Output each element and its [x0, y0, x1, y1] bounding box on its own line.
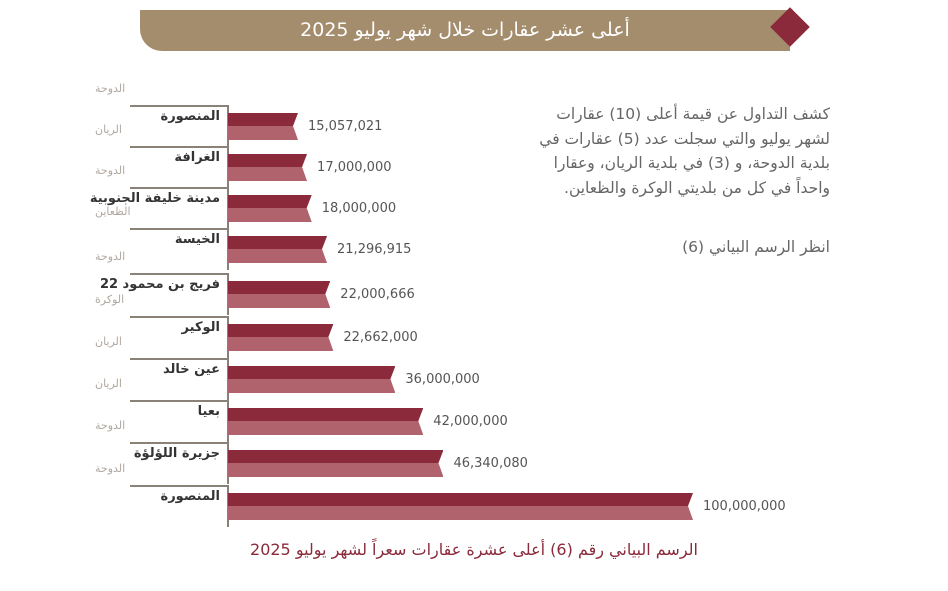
axis-line — [227, 228, 229, 270]
row-divider — [130, 316, 228, 318]
row-divider — [130, 273, 228, 275]
axis-line — [227, 485, 229, 527]
category-label: عين خالد — [162, 362, 220, 377]
category-label: المنصورة — [160, 489, 220, 504]
municipality-label: الريان — [95, 377, 122, 390]
municipality-label: الريان — [95, 335, 122, 348]
municipality-label: الريان — [95, 123, 122, 136]
category-label: الغرافة — [174, 150, 220, 165]
bar-top — [228, 324, 334, 337]
chart-caption: الرسم البياني رقم (6) أعلى عشرة عقارات س… — [250, 540, 698, 559]
description-text: كشف التداول عن قيمة أعلى (10) عقارات لشه… — [539, 105, 830, 197]
bar — [228, 366, 396, 393]
chart-reference: انظر الرسم البياني (6) — [682, 238, 830, 256]
bar — [228, 236, 328, 263]
bar-top — [228, 195, 312, 208]
value-label: 42,000,000 — [433, 414, 508, 429]
value-label: 21,296,915 — [337, 242, 412, 257]
bar-bottom — [228, 463, 444, 477]
category-label: فريج بن محمود 22 — [99, 277, 220, 292]
axis-line — [227, 358, 229, 400]
bar-bottom — [228, 421, 424, 435]
row-divider — [130, 442, 228, 444]
bar — [228, 113, 298, 140]
bar-bottom — [228, 337, 334, 351]
value-label: 18,000,000 — [321, 201, 397, 216]
bar-bottom — [228, 249, 328, 263]
category-label: بعيا — [197, 404, 220, 419]
category-label: مدينة خليفة الجنوبية — [89, 191, 220, 206]
bar-bottom — [228, 126, 298, 140]
row-divider — [130, 400, 228, 402]
bar — [228, 408, 424, 435]
bar-top — [228, 154, 308, 167]
value-label: 36,000,000 — [405, 372, 480, 387]
bar — [228, 450, 444, 477]
municipality-label: الدوحة — [95, 82, 126, 95]
bar-bottom — [228, 379, 396, 393]
bar-top — [228, 236, 328, 249]
municipality-label: الدوحة — [95, 419, 126, 432]
bar-bottom — [228, 208, 312, 222]
bar-top — [228, 450, 444, 463]
bar — [228, 154, 308, 181]
municipality-label: الظعاين — [95, 205, 131, 218]
municipality-label: الوكرة — [95, 293, 125, 306]
bar — [228, 324, 334, 351]
axis-line — [227, 273, 229, 315]
municipality-label: الدوحة — [95, 462, 126, 475]
bar-top — [228, 113, 298, 126]
title-banner — [140, 10, 790, 51]
row-divider — [130, 105, 228, 107]
value-label: 22,662,000 — [343, 330, 418, 345]
category-label: الوكير — [181, 320, 220, 335]
value-label: 15,057,021 — [308, 119, 383, 134]
municipality-label: الدوحة — [95, 164, 126, 177]
bar — [228, 281, 331, 308]
axis-line — [227, 442, 229, 484]
bar-top — [228, 493, 693, 506]
value-label: 100,000,000 — [703, 499, 786, 514]
bar-top — [228, 408, 424, 421]
category-label: جزيرة اللؤلؤة — [133, 446, 220, 461]
row-divider — [130, 187, 228, 189]
value-label: 22,000,666 — [340, 287, 415, 302]
row-divider — [130, 358, 228, 360]
value-label: 46,340,080 — [453, 456, 528, 471]
bar — [228, 195, 312, 222]
axis-line — [227, 105, 229, 147]
municipality-label: الدوحة — [95, 250, 126, 263]
row-divider — [130, 485, 228, 487]
category-label: الخيسة — [174, 232, 220, 247]
row-divider — [130, 146, 228, 148]
bar-top — [228, 366, 396, 379]
axis-line — [227, 146, 229, 188]
bar-bottom — [228, 506, 693, 520]
page-title: أعلى عشر عقارات خلال شهر يوليو 2025 — [300, 19, 630, 41]
axis-line — [227, 187, 229, 229]
axis-line — [227, 316, 229, 358]
bar — [228, 493, 693, 520]
bar-bottom — [228, 294, 331, 308]
axis-line — [227, 400, 229, 442]
bar-bottom — [228, 167, 308, 181]
row-divider — [130, 228, 228, 230]
category-label: المنصورة — [160, 109, 220, 124]
bar-top — [228, 281, 331, 294]
value-label: 17,000,000 — [317, 160, 392, 175]
